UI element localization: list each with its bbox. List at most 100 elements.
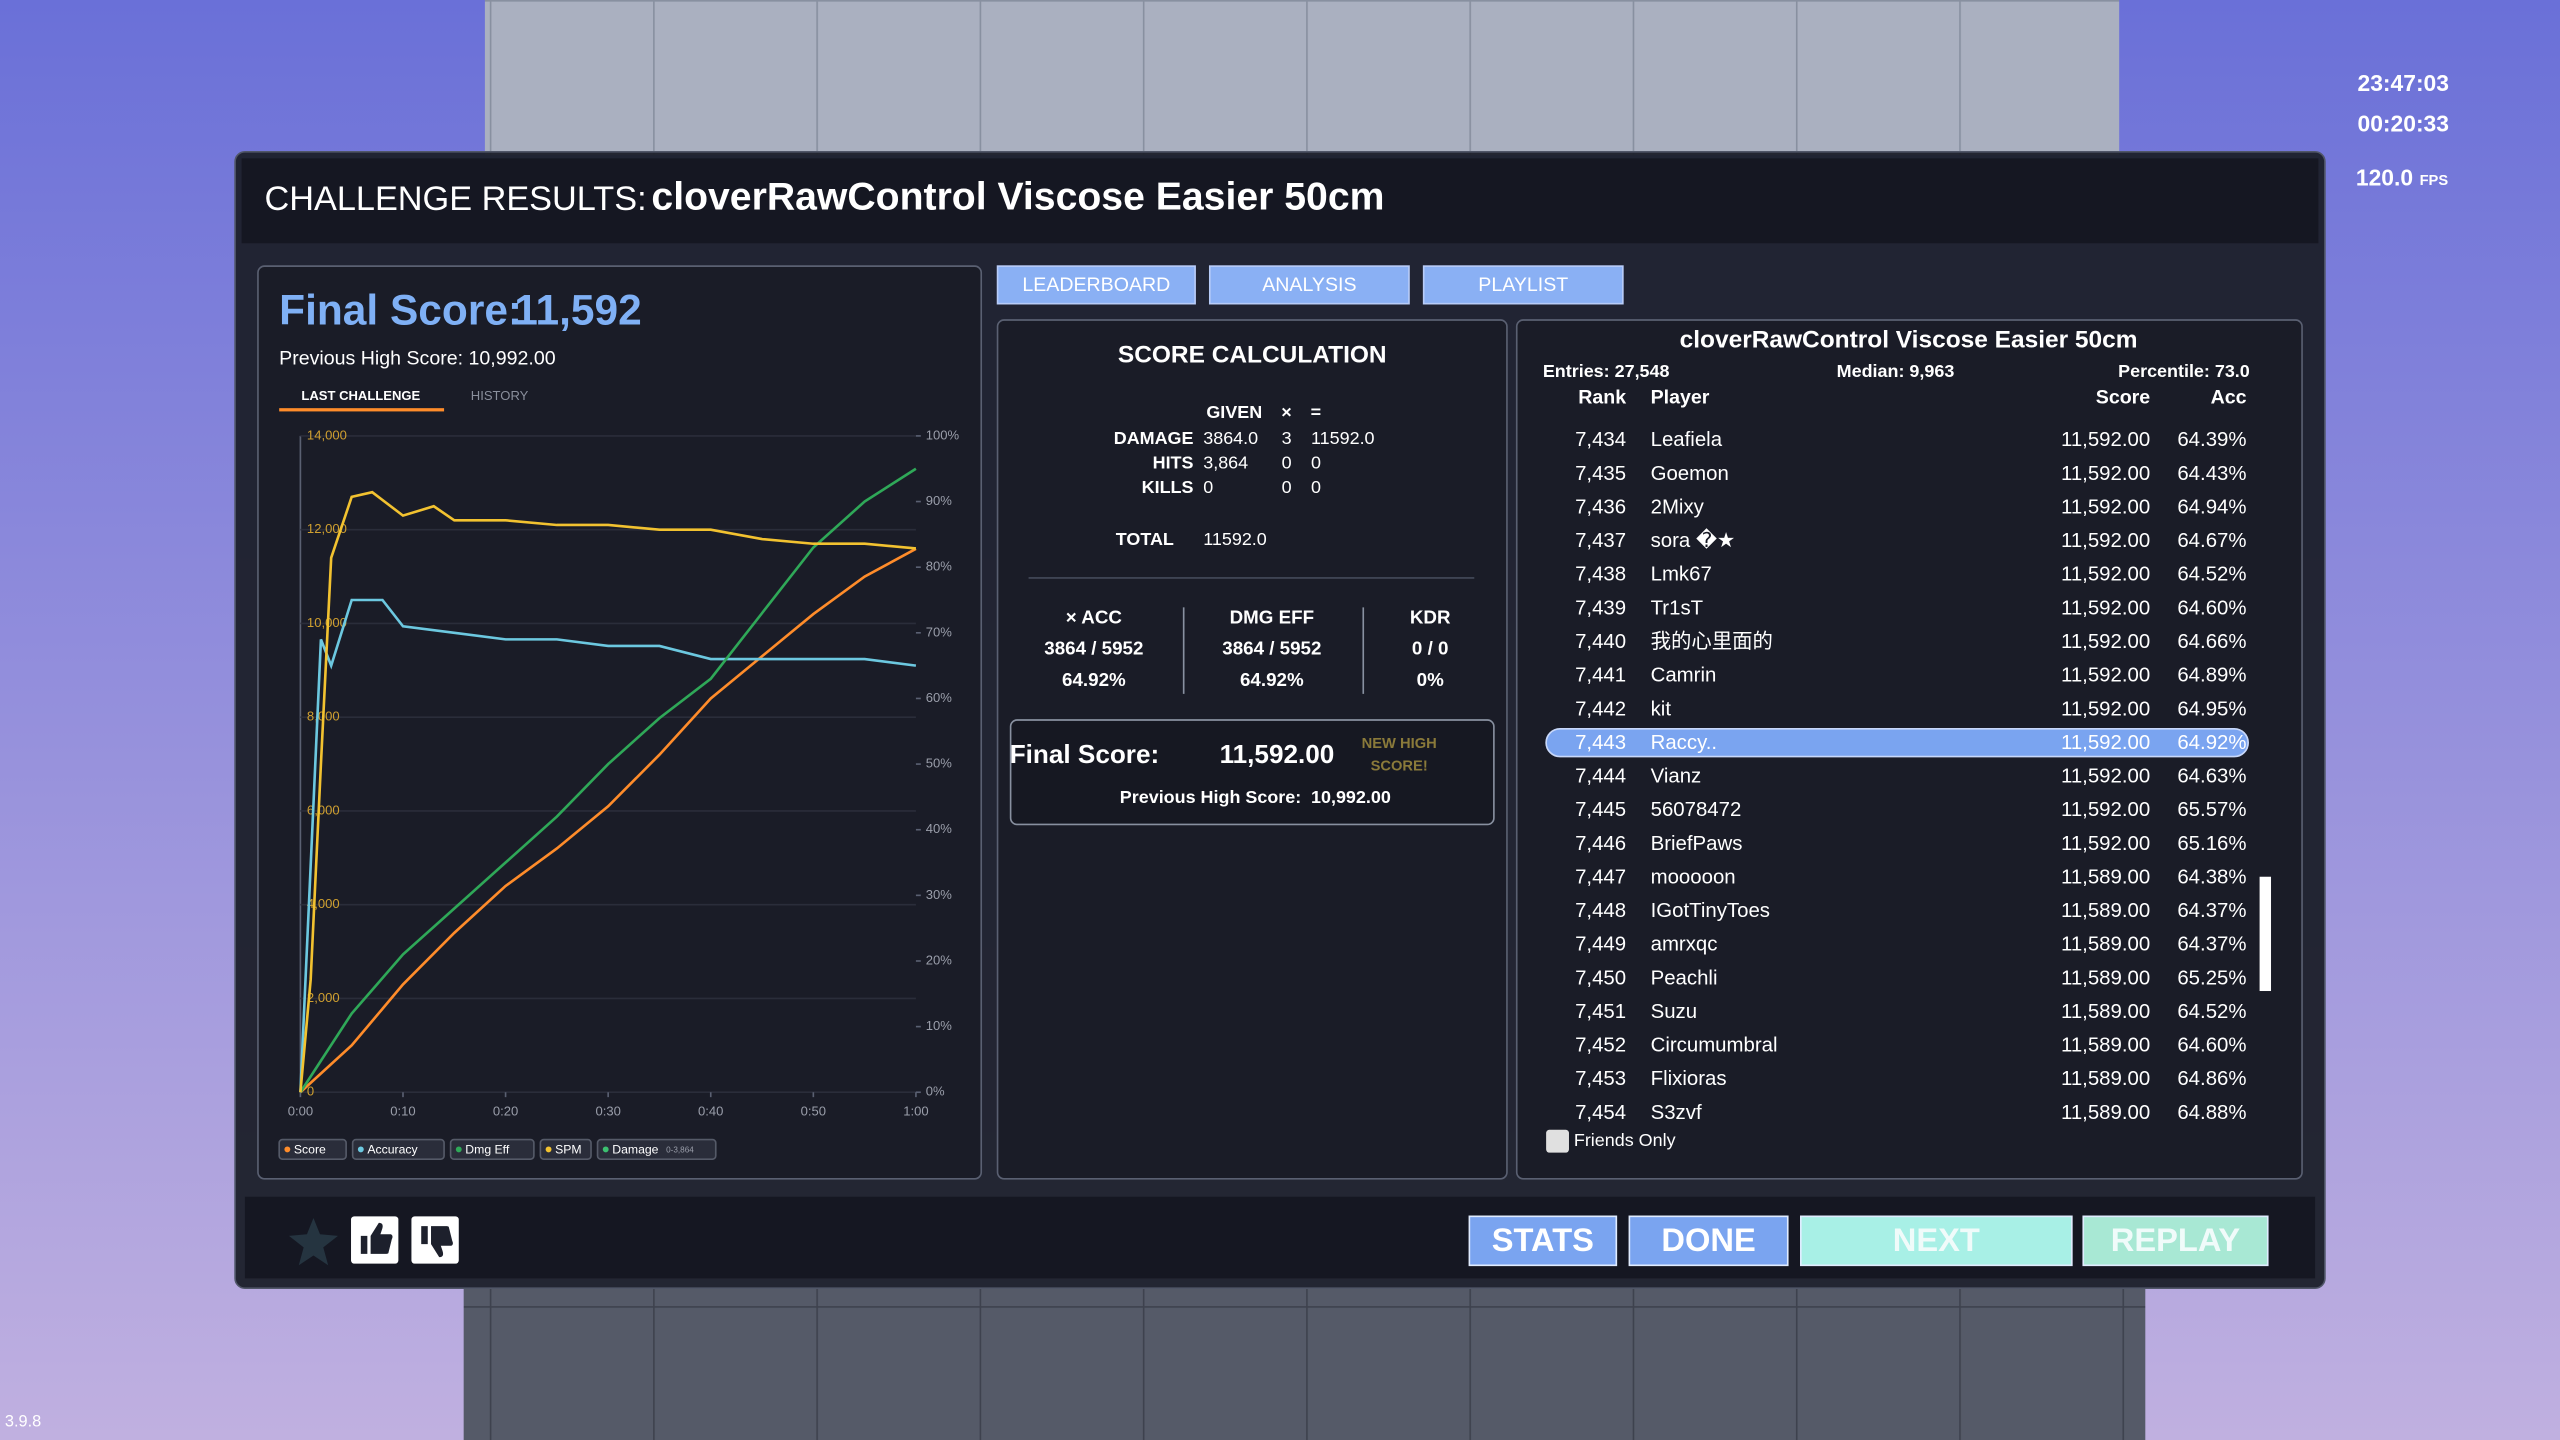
stat-label: DMG EFF <box>1230 607 1314 628</box>
calc-cell: 0 <box>1282 477 1292 497</box>
lb-cell: 7,434 <box>1575 429 1626 451</box>
legend-item[interactable] <box>351 1138 445 1161</box>
lb-cell: Camrin <box>1651 665 1717 687</box>
lb-cell: 64.60% <box>2177 1035 2246 1057</box>
lb-cell: 7,439 <box>1575 597 1626 619</box>
y2-tick-label: 90% <box>926 493 953 508</box>
scrollbar[interactable] <box>2259 876 2272 992</box>
legend-item[interactable] <box>539 1138 592 1161</box>
x-tick-label: 0:50 <box>801 1103 826 1118</box>
lb-cell: 56078472 <box>1651 799 1742 821</box>
action-label: REPLAY <box>2111 1221 2241 1258</box>
hud: 23:47:03 00:20:33 120.0 FPS 3.9.8 <box>5 70 2449 1430</box>
lb-cell: 11,592.00 <box>2061 463 2150 485</box>
tab-button[interactable] <box>996 265 1196 305</box>
action-button[interactable] <box>1468 1215 1618 1267</box>
calc-cell: 0 <box>1282 452 1292 472</box>
friends-checkbox[interactable] <box>1546 1129 1569 1153</box>
legend-swatch <box>545 1146 552 1153</box>
stat-pct: 0% <box>1417 669 1444 690</box>
action-button[interactable] <box>2082 1215 2269 1267</box>
lb-cell: 11,592.00 <box>2061 698 2150 720</box>
calc-cell: 0 <box>1203 477 1213 497</box>
tab-bar: LEADERBOARD ANALYSIS PLAYLIST <box>996 265 1624 305</box>
lb-cell: 7,435 <box>1575 463 1626 485</box>
lb-cell: 64.39% <box>2177 429 2246 451</box>
lb-cell: 7,453 <box>1575 1068 1626 1090</box>
tab-button[interactable] <box>1422 265 1624 305</box>
lb-cell: 64.67% <box>2177 530 2246 552</box>
floor <box>463 1288 2146 1440</box>
tab-label: PLAYLIST <box>1478 274 1568 296</box>
stat-label: KDR <box>1410 607 1451 628</box>
calc-header: × <box>1281 402 1291 422</box>
tab-label: ANALYSIS <box>1262 274 1356 296</box>
lb-cell: 11,589.00 <box>2061 967 2150 989</box>
tab-label: LEADERBOARD <box>1022 274 1170 296</box>
y2-tick-label: 80% <box>926 559 953 574</box>
calc-cell: 3864.0 <box>1203 428 1258 448</box>
lb-cell: 64.86% <box>2177 1068 2246 1090</box>
lb-cell: mooooon <box>1651 866 1736 888</box>
lb-cell: 65.25% <box>2177 967 2246 989</box>
action-button[interactable] <box>1628 1215 1789 1267</box>
new-high: NEW HIGH SCORE! <box>1361 734 1437 774</box>
selected-row[interactable] <box>1545 727 2249 758</box>
lb-cell: sora �★ <box>1651 528 1736 552</box>
lb-cell: 64.52% <box>2177 1001 2246 1023</box>
lb-cell: 11,592.00 <box>2061 597 2150 619</box>
lb-cell: 64.89% <box>2177 665 2246 687</box>
lb-cell: 11,592.00 <box>2061 496 2150 518</box>
calc-cell: 0 <box>1311 452 1321 472</box>
action-button[interactable] <box>1800 1215 2073 1267</box>
lb-cell: 64.66% <box>2177 631 2246 653</box>
lb-cell: 11,589.00 <box>2061 1068 2150 1090</box>
favorite-star[interactable] <box>288 1217 338 1266</box>
final-box <box>1009 719 1495 826</box>
lb-cell: 64.60% <box>2177 597 2246 619</box>
lb-cell: 7,449 <box>1575 934 1626 956</box>
x-tick-label: 0:40 <box>698 1103 723 1118</box>
lb-cell: Suzu <box>1651 1001 1697 1023</box>
new-high-wrap: NEW HIGH SCORE! <box>1361 734 1437 774</box>
y-tick-label: 0 <box>307 1084 314 1099</box>
y2-tick-label: 50% <box>926 756 953 771</box>
calc-row-label: KILLS <box>1142 477 1194 497</box>
lb-cell: 7,436 <box>1575 496 1626 518</box>
header-bar <box>241 158 2319 244</box>
lb-cell: 7,450 <box>1575 967 1626 989</box>
lb-cell: 11,592.00 <box>2061 429 2150 451</box>
lb-cell: Circumumbral <box>1651 1035 1778 1057</box>
lb-cell: 11,592.00 <box>2061 833 2150 855</box>
calc-title: SCORE CALCULATION <box>1118 341 1387 368</box>
lb-cell: 65.57% <box>2177 799 2246 821</box>
legend-item[interactable] <box>449 1138 535 1161</box>
legend-item[interactable] <box>596 1138 717 1161</box>
lb-cell: 11,589.00 <box>2061 934 2150 956</box>
y2-tick-label: 60% <box>926 690 953 705</box>
tab[interactable]: HISTORY <box>471 388 529 403</box>
lb-cell: 我的心里面的 <box>1651 630 1773 653</box>
lb-cell: 7,442 <box>1575 698 1626 720</box>
tab[interactable]: LAST CHALLENGE <box>301 388 420 403</box>
y2-tick-label: 20% <box>926 952 953 967</box>
calc-cell: 11592.0 <box>1311 428 1375 448</box>
y2-tick-label: 100% <box>926 427 960 442</box>
lb-cell: Goemon <box>1651 463 1729 485</box>
lb-cell: Raccy.. <box>1651 732 1717 754</box>
legend-label: Damage <box>612 1142 658 1156</box>
lb-cell: Peachli <box>1651 967 1718 989</box>
lb-cell: Lmk67 <box>1651 564 1712 586</box>
x-tick-label: 0:30 <box>595 1103 620 1118</box>
lb-cell: kit <box>1651 698 1672 720</box>
tab-underline <box>279 408 445 412</box>
legend-item[interactable] <box>278 1138 347 1161</box>
lb-cell: 11,592.00 <box>2061 665 2150 687</box>
lb-cell: 7,447 <box>1575 866 1626 888</box>
percentile: Percentile: 73.0 <box>2118 361 2250 381</box>
tab-button[interactable] <box>1208 265 1410 305</box>
lb-cell: 11,589.00 <box>2061 866 2150 888</box>
lb-cell: BriefPaws <box>1651 833 1743 855</box>
action-label: STATS <box>1492 1221 1594 1258</box>
